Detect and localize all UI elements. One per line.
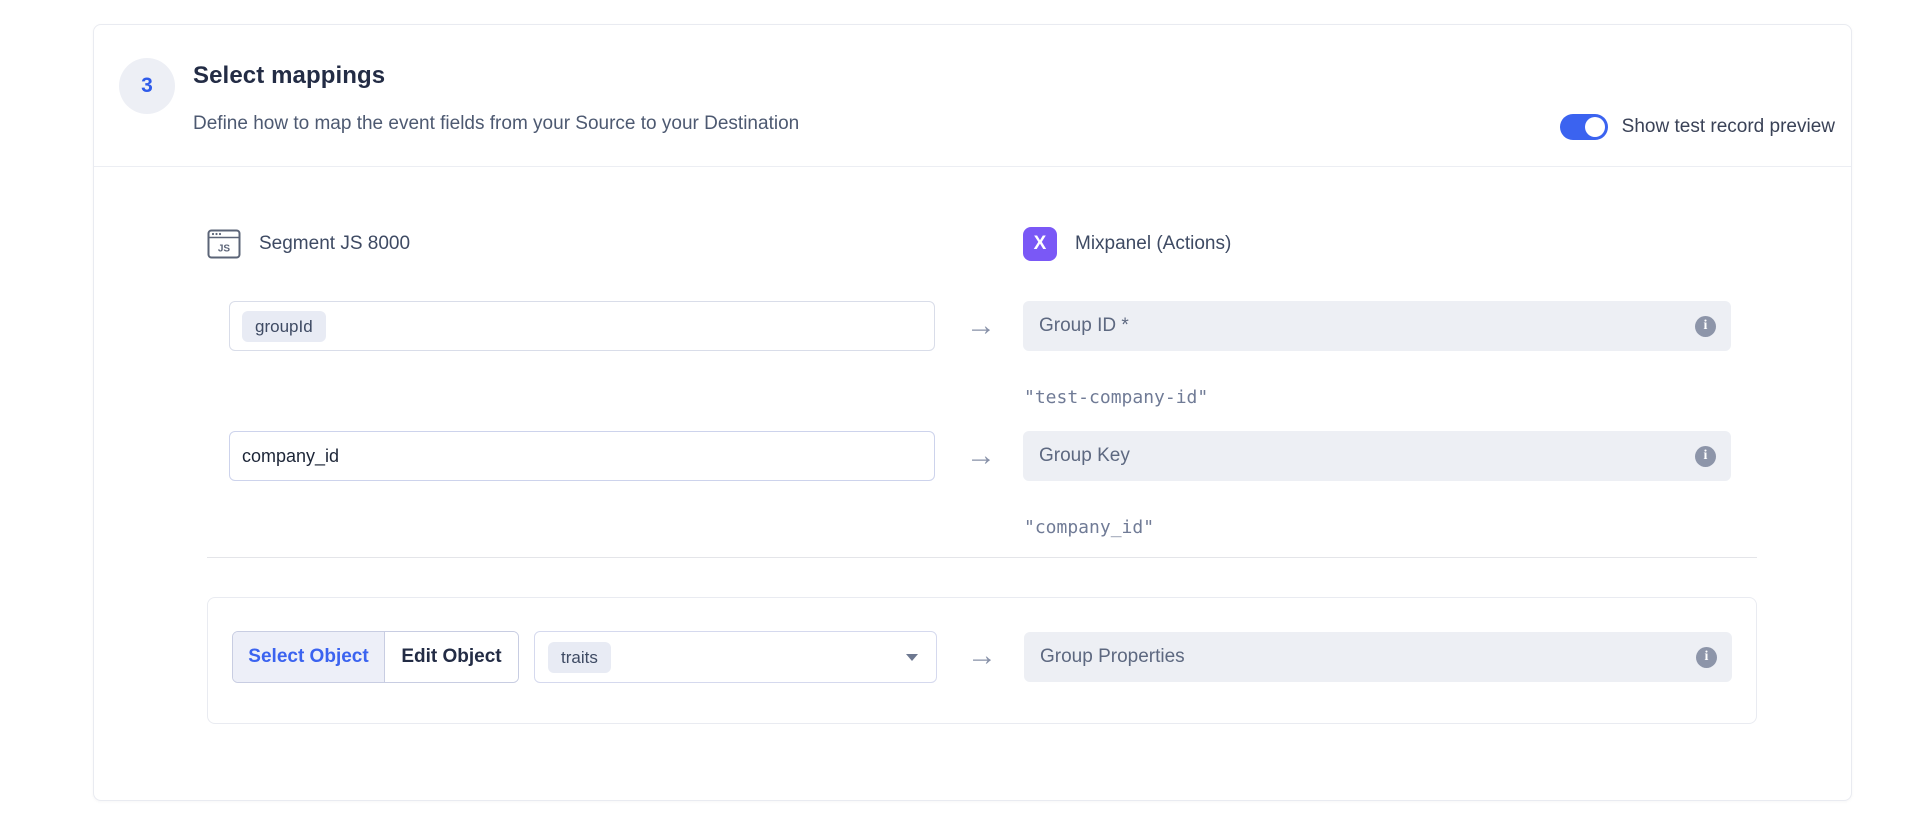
test-preview-value: "test-company-id" bbox=[1024, 387, 1209, 408]
info-icon[interactable]: i bbox=[1696, 646, 1717, 668]
mapping-arrow-icon: → bbox=[966, 309, 996, 342]
source-field-input-groupid[interactable]: groupId bbox=[229, 301, 935, 351]
header-divider bbox=[94, 166, 1851, 167]
chevron-down-icon bbox=[906, 653, 918, 661]
edit-object-button[interactable]: Edit Object bbox=[385, 632, 518, 682]
destination-field-group-key[interactable]: Group Key i bbox=[1023, 431, 1731, 481]
svg-text:JS: JS bbox=[218, 244, 231, 255]
source-field-input-company-id[interactable]: company_id bbox=[229, 431, 935, 481]
destination-field-label: Group Properties bbox=[1040, 646, 1185, 667]
object-source-token: traits bbox=[548, 641, 611, 673]
section-divider bbox=[207, 557, 1757, 558]
object-source-dropdown[interactable]: traits bbox=[534, 631, 937, 683]
destination-field-label: Group Key bbox=[1039, 445, 1130, 466]
source-name: Segment JS 8000 bbox=[259, 233, 411, 254]
step-number: 3 bbox=[141, 74, 153, 97]
source-column-header: JS Segment JS 8000 bbox=[207, 227, 410, 261]
test-record-preview-toggle-row: Show test record preview bbox=[1559, 114, 1835, 140]
mixpanel-icon: X bbox=[1023, 227, 1057, 261]
toggle-knob bbox=[1584, 117, 1605, 137]
source-field-text: company_id bbox=[242, 445, 340, 466]
javascript-browser-icon: JS bbox=[207, 229, 241, 259]
destination-field-group-properties[interactable]: Group Properties i bbox=[1024, 632, 1732, 682]
destination-field-label: Group ID * bbox=[1039, 315, 1129, 336]
destination-name: Mixpanel (Actions) bbox=[1075, 233, 1232, 254]
source-field-token[interactable]: groupId bbox=[242, 310, 326, 342]
mixpanel-icon-glyph: X bbox=[1033, 233, 1047, 254]
destination-column-header: X Mixpanel (Actions) bbox=[1023, 227, 1231, 261]
toggle-label: Show test record preview bbox=[1621, 116, 1835, 137]
object-mapping-box: Select Object Edit Object traits → Group… bbox=[207, 597, 1757, 724]
select-mappings-card: 3 Select mappings Define how to map the … bbox=[93, 24, 1852, 801]
page-subtitle: Define how to map the event fields from … bbox=[193, 113, 800, 134]
mapping-arrow-icon: → bbox=[966, 439, 996, 472]
object-mode-segmented-control: Select Object Edit Object bbox=[232, 631, 519, 683]
test-preview-value: "company_id" bbox=[1024, 517, 1155, 538]
step-number-badge: 3 bbox=[119, 58, 175, 114]
mapping-arrow-icon: → bbox=[967, 639, 997, 672]
info-icon[interactable]: i bbox=[1695, 315, 1716, 337]
destination-field-group-id[interactable]: Group ID * i bbox=[1023, 301, 1731, 351]
select-object-button[interactable]: Select Object bbox=[233, 632, 385, 682]
show-test-record-preview-toggle[interactable] bbox=[1559, 114, 1608, 140]
info-icon[interactable]: i bbox=[1695, 445, 1716, 467]
page-title: Select mappings bbox=[193, 62, 386, 89]
